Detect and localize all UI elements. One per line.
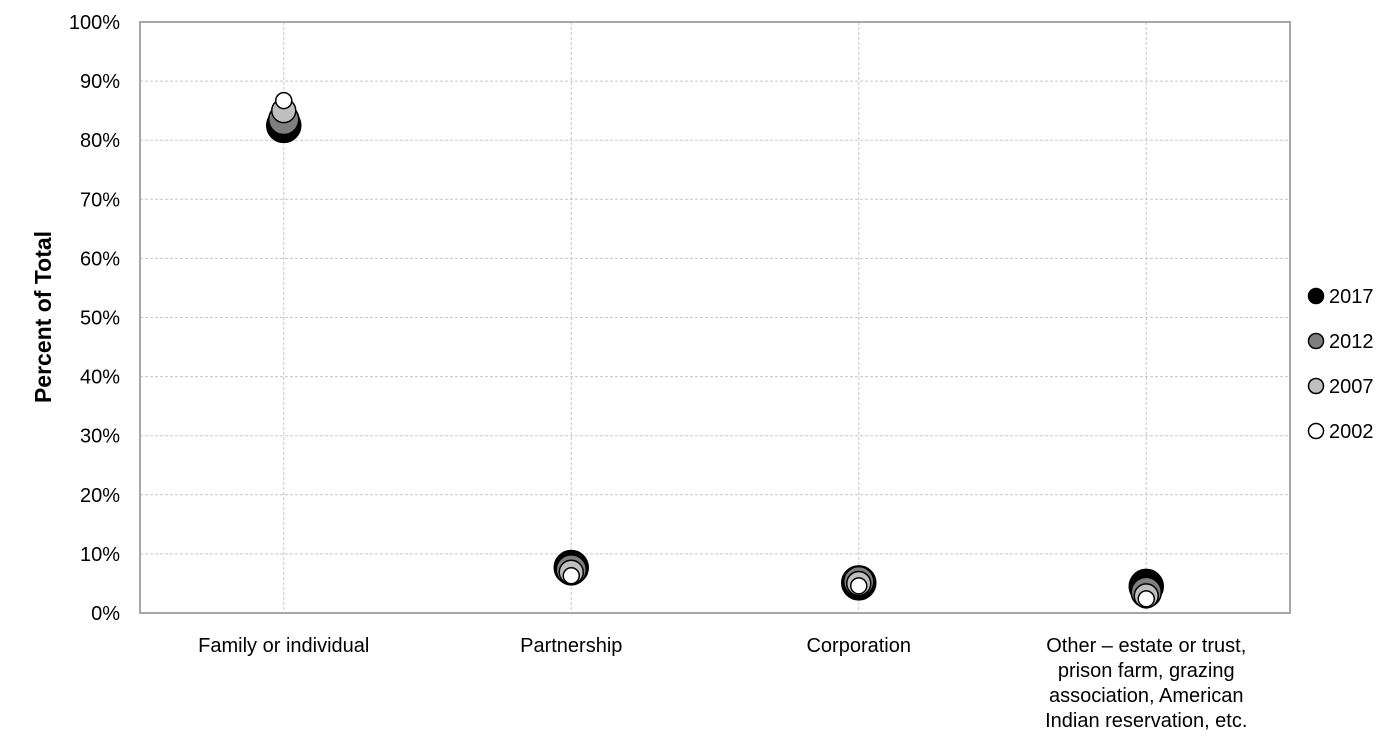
data-point-2002 [562,567,580,585]
y-tick-label: 70% [80,189,120,211]
legend-marker-2002 [1307,422,1325,440]
y-tick-label: 40% [80,367,120,389]
x-category-label-line: Other – estate or trust, [1046,635,1246,657]
x-category-label: Other – estate or trust, prison farm, gra… [1045,635,1247,732]
legend-label: 2012 [1329,331,1374,353]
data-point-2002 [275,91,293,110]
y-tick-label: 60% [80,248,120,270]
plot-area-border [139,21,1291,614]
y-tick-label: 90% [80,71,120,93]
x-category-label-line: Corporation [806,635,911,657]
y-tick-label: 30% [80,426,120,448]
y-tick-label: 80% [80,130,120,152]
legend: 2017 2012 2007 2002 [1307,286,1374,443]
legend-label: 2002 [1329,421,1374,443]
y-axis-ticks: 0% 10% 20% 30% 40% 50% 60% 70% 80% 90% 100% [69,12,120,625]
legend-marker-2017 [1307,287,1325,305]
x-category-label: Partnership [520,635,622,657]
data-point-2002 [850,577,868,595]
y-tick-label: 20% [80,485,120,507]
x-category-label: Family or individual [198,635,369,657]
x-category-label-line: Family or individual [198,635,369,657]
data-point-2002 [1137,590,1155,608]
legend-marker-2007 [1307,377,1325,395]
data-points [266,91,1164,609]
y-tick-label: 100% [69,12,120,34]
y-tick-label: 10% [80,544,120,566]
grid-lines [140,22,1290,613]
y-tick-label: 50% [80,308,120,330]
x-category-label-line: prison farm, grazing [1058,660,1235,682]
legend-marker-2012 [1307,332,1325,350]
x-category-label-line: association, American [1049,685,1244,707]
y-tick-label: 0% [91,603,120,625]
x-category-label-line: Partnership [520,635,622,657]
legend-label: 2007 [1329,376,1374,398]
y-axis-label: Percent of Total [30,231,56,403]
x-category-label: Corporation [806,635,911,657]
legend-label: 2017 [1329,286,1374,308]
x-axis-categories: Family or individual Partnership Corporati… [198,635,1247,732]
x-category-label-line: Indian reservation, etc. [1045,710,1247,732]
